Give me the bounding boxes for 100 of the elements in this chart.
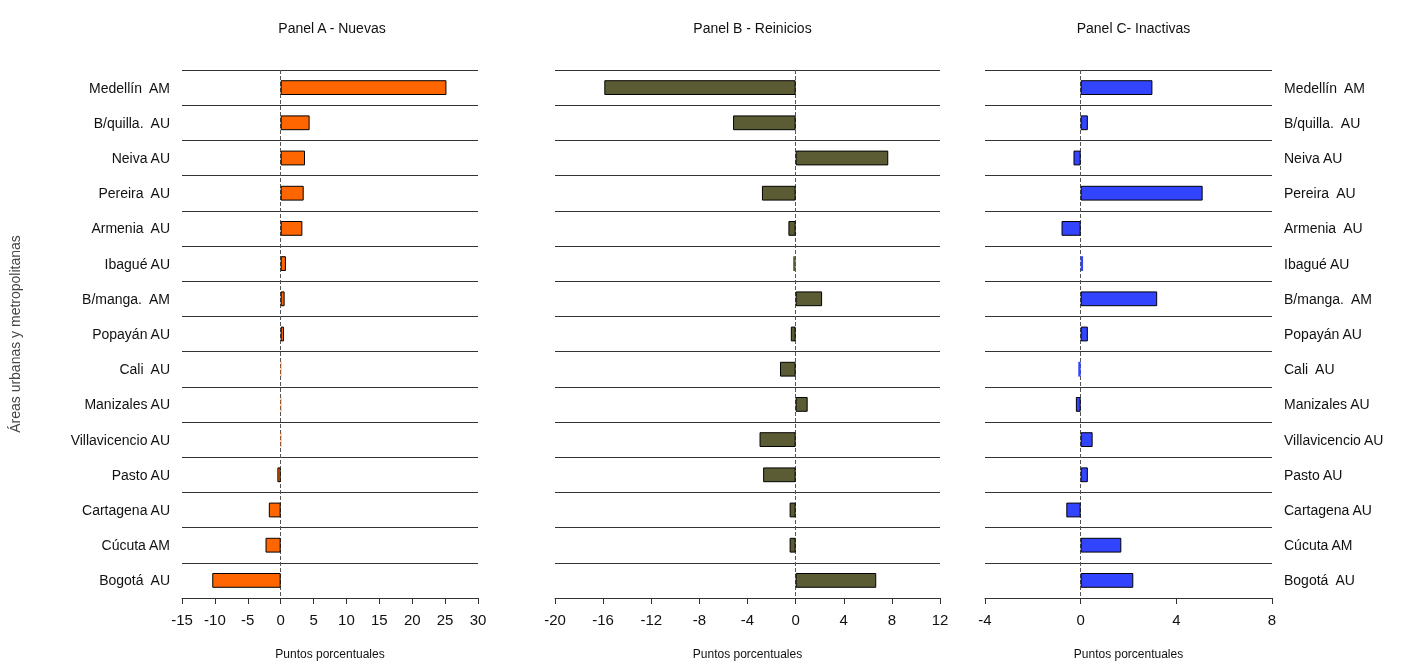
x-tick-label: 0 (791, 611, 800, 628)
x-tick-label: 0 (1076, 611, 1085, 628)
y-tick-label: B/quilla. AU (93, 114, 170, 131)
y-tick-label: Manizales AU (1284, 396, 1370, 413)
bar (1080, 467, 1088, 483)
x-tick-label: -10 (204, 611, 226, 628)
x-tick-label: 10 (338, 611, 355, 628)
x-tick-label: -8 (692, 611, 707, 628)
bar (790, 326, 796, 342)
bar (280, 256, 286, 271)
y-tick-label: Pasto AU (111, 466, 170, 483)
bar (795, 150, 889, 166)
bar (1080, 80, 1153, 95)
x-tick-label: 12 (931, 611, 949, 628)
bar (761, 185, 796, 201)
y-tick-label: Medellín AM (1284, 79, 1365, 96)
bar (733, 115, 796, 131)
x-tick-label: 4 (839, 611, 848, 628)
x-tick-label: -5 (241, 611, 255, 628)
x-tick-label: 5 (309, 611, 318, 628)
y-tick-label: Cúcuta AM (1284, 537, 1353, 554)
bar (795, 397, 808, 412)
bar (1073, 150, 1081, 166)
y-tick-label: Villavicencio AU (1284, 431, 1384, 448)
y-tick-label: Cartagena AU (1284, 502, 1372, 518)
y-tick-label: Armenia AU (91, 220, 170, 237)
y-tick-label: B/manga. AM (82, 290, 170, 307)
y-tick-label: Ibagué AU (104, 255, 170, 272)
bar (1080, 115, 1088, 131)
bar (265, 537, 281, 553)
bar (759, 432, 796, 447)
x-tick-label: -15 (171, 611, 193, 628)
bar (1080, 291, 1158, 307)
bar (795, 573, 877, 588)
x-axis-title: Puntos porcentuales (1073, 647, 1184, 661)
x-tick-label: -16 (592, 611, 614, 628)
x-tick-label: -20 (544, 611, 566, 628)
bar (763, 467, 796, 483)
bar (793, 256, 796, 271)
bar (789, 537, 796, 553)
y-tick-label: Neiva AU (1284, 150, 1343, 166)
y-tick-label: Bogotá AU (99, 572, 170, 589)
y-tick-label: Popayán AU (1284, 326, 1362, 342)
bar (1078, 361, 1081, 377)
x-axis-title: Puntos porcentuales (275, 647, 385, 661)
bar (280, 80, 447, 95)
y-tick-label: Pasto AU (1284, 466, 1343, 483)
x-tick-label: 15 (370, 611, 388, 628)
x-tick-label: 8 (1267, 611, 1277, 628)
x-tick-label: -4 (978, 611, 992, 628)
chart-title: Panel B - Reinicios (693, 20, 812, 36)
bar (277, 467, 281, 483)
x-tick-label: 25 (436, 611, 454, 628)
chart-title: Panel C- Inactivas (1076, 20, 1191, 36)
chart-title: Panel A - Nuevas (278, 20, 386, 36)
y-tick-label: Bogotá AU (1284, 572, 1355, 589)
y-tick-label: B/quilla. AU (1284, 114, 1361, 131)
y-tick-label: Manizales AU (84, 396, 170, 413)
bar (1075, 397, 1081, 412)
x-axis-title: Puntos porcentuales (692, 647, 803, 661)
y-tick-label: Medellín AM (89, 79, 170, 96)
y-axis-title: Áreas urbanas y metropolitanas (7, 235, 23, 433)
y-tick-label: Villavicencio AU (70, 431, 170, 448)
x-tick-label: -12 (640, 611, 663, 628)
bar (280, 185, 304, 201)
y-tick-label: Cúcuta AM (101, 537, 170, 554)
bar (268, 502, 281, 518)
bar (789, 502, 796, 518)
x-tick-label: 20 (403, 611, 421, 628)
y-tick-label: Popayán AU (92, 326, 170, 342)
bar (1080, 537, 1122, 553)
bar (795, 291, 823, 307)
y-tick-label: Pereira AU (1284, 185, 1356, 202)
y-tick-label: Cartagena AU (82, 502, 170, 518)
bar (1080, 185, 1203, 201)
x-tick-label: 4 (1172, 611, 1181, 628)
bar (280, 150, 305, 166)
bar (788, 221, 796, 236)
bar (280, 291, 285, 307)
y-tick-label: B/manga. AM (1284, 290, 1372, 307)
bar (1080, 326, 1088, 342)
y-tick-label: Ibagué AU (1284, 255, 1350, 272)
bar (280, 221, 303, 236)
x-tick-label: 8 (887, 611, 897, 628)
bar (212, 573, 281, 588)
bar (1080, 573, 1134, 588)
bar (280, 115, 310, 131)
bar (604, 80, 796, 95)
y-tick-label: Pereira AU (98, 185, 170, 202)
y-tick-label: Cali AU (119, 361, 170, 378)
bar (1061, 221, 1081, 236)
y-tick-label: Neiva AU (111, 150, 170, 166)
bar (280, 326, 284, 342)
bar (1080, 432, 1093, 447)
y-tick-label: Cali AU (1284, 361, 1335, 378)
y-tick-label: Armenia AU (1284, 220, 1363, 237)
bar (1066, 502, 1081, 518)
x-tick-label: -4 (740, 611, 755, 628)
x-tick-label: 30 (469, 611, 487, 628)
x-tick-label: 0 (276, 611, 285, 628)
